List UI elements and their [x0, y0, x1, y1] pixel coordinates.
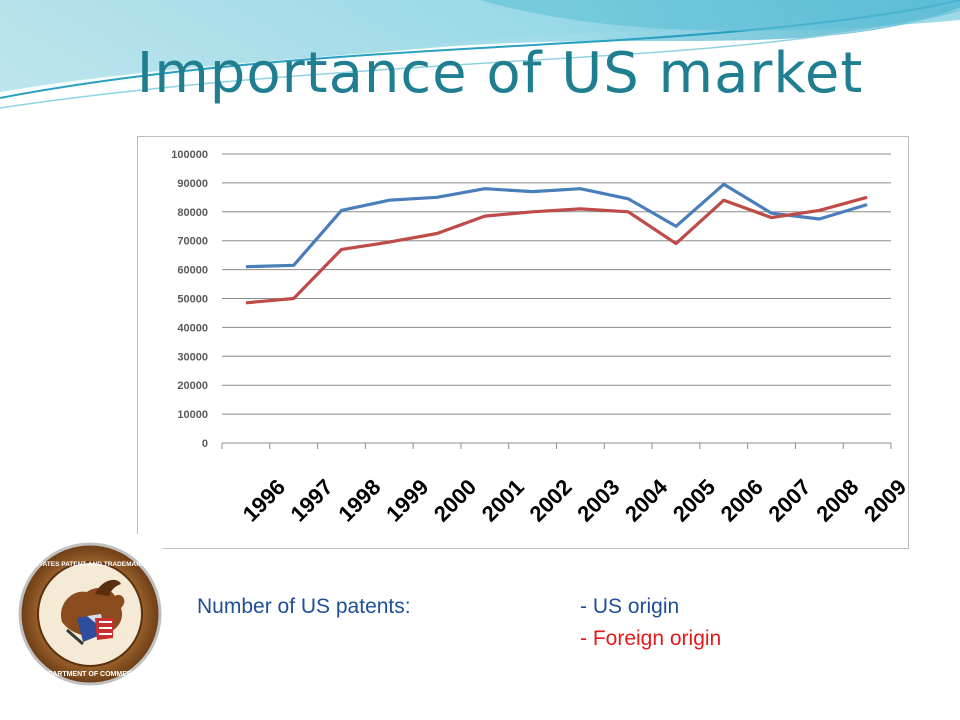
x-tick-label: 1997	[286, 474, 338, 526]
x-tick-label: 1998	[333, 474, 385, 526]
x-tick-label: 2005	[668, 474, 720, 526]
x-tick-label: 2003	[572, 474, 624, 526]
x-tick-label: 2008	[811, 474, 863, 526]
uspto-seal: UNITED STATES PATENT AND TRADEMARK OFFIC…	[9, 534, 172, 694]
legend-foreign-origin: - Foreign origin	[580, 627, 722, 650]
x-tick-label: 1999	[381, 474, 433, 526]
seal-text-top: UNITED STATES PATENT AND TRADEMARK OFFIC…	[17, 561, 163, 568]
y-tick-label: 40000	[177, 322, 208, 334]
x-tick-label: 2006	[716, 474, 768, 526]
chart-caption: Number of US patents:	[197, 595, 411, 618]
x-tick-label: 1996	[238, 474, 290, 526]
y-tick-label: 70000	[177, 236, 208, 248]
line-chart: 0 10000 20000 30000 40000 50000 60000 70000 8000…	[171, 149, 908, 527]
y-tick-label: 20000	[177, 380, 208, 392]
y-tick-label: 80000	[177, 207, 208, 219]
x-tick-label: 2002	[524, 474, 576, 526]
x-tick-label: 2004	[620, 474, 673, 527]
series-line-foreign-origin	[245, 195, 868, 305]
y-tick-label: 0	[202, 438, 208, 450]
y-tick-label: 50000	[177, 294, 208, 306]
series-line-us-origin	[245, 182, 868, 269]
slide-title: Importance of US market	[136, 41, 864, 106]
y-tick-label: 100000	[171, 149, 208, 161]
legend-us-origin: - US origin	[580, 595, 680, 618]
y-tick-label: 30000	[177, 351, 208, 363]
y-tick-label: 60000	[177, 265, 208, 277]
x-tick-label: 2009	[859, 474, 908, 526]
y-tick-label: 10000	[177, 409, 208, 421]
seal-text-bottom: DEPARTMENT OF COMMERCE	[38, 671, 142, 678]
slide-header-swoosh	[0, 0, 960, 109]
x-tick-label: 2000	[429, 474, 481, 526]
chart-frame: 0 10000 20000 30000 40000 50000 60000 70000 8000…	[137, 136, 909, 549]
x-tick-label: 2001	[477, 474, 529, 526]
uspto-seal-icon: UNITED STATES PATENT AND TRADEMARK OFFIC…	[9, 542, 172, 686]
y-tick-label: 90000	[177, 178, 208, 190]
x-tick-label: 2007	[763, 474, 815, 526]
